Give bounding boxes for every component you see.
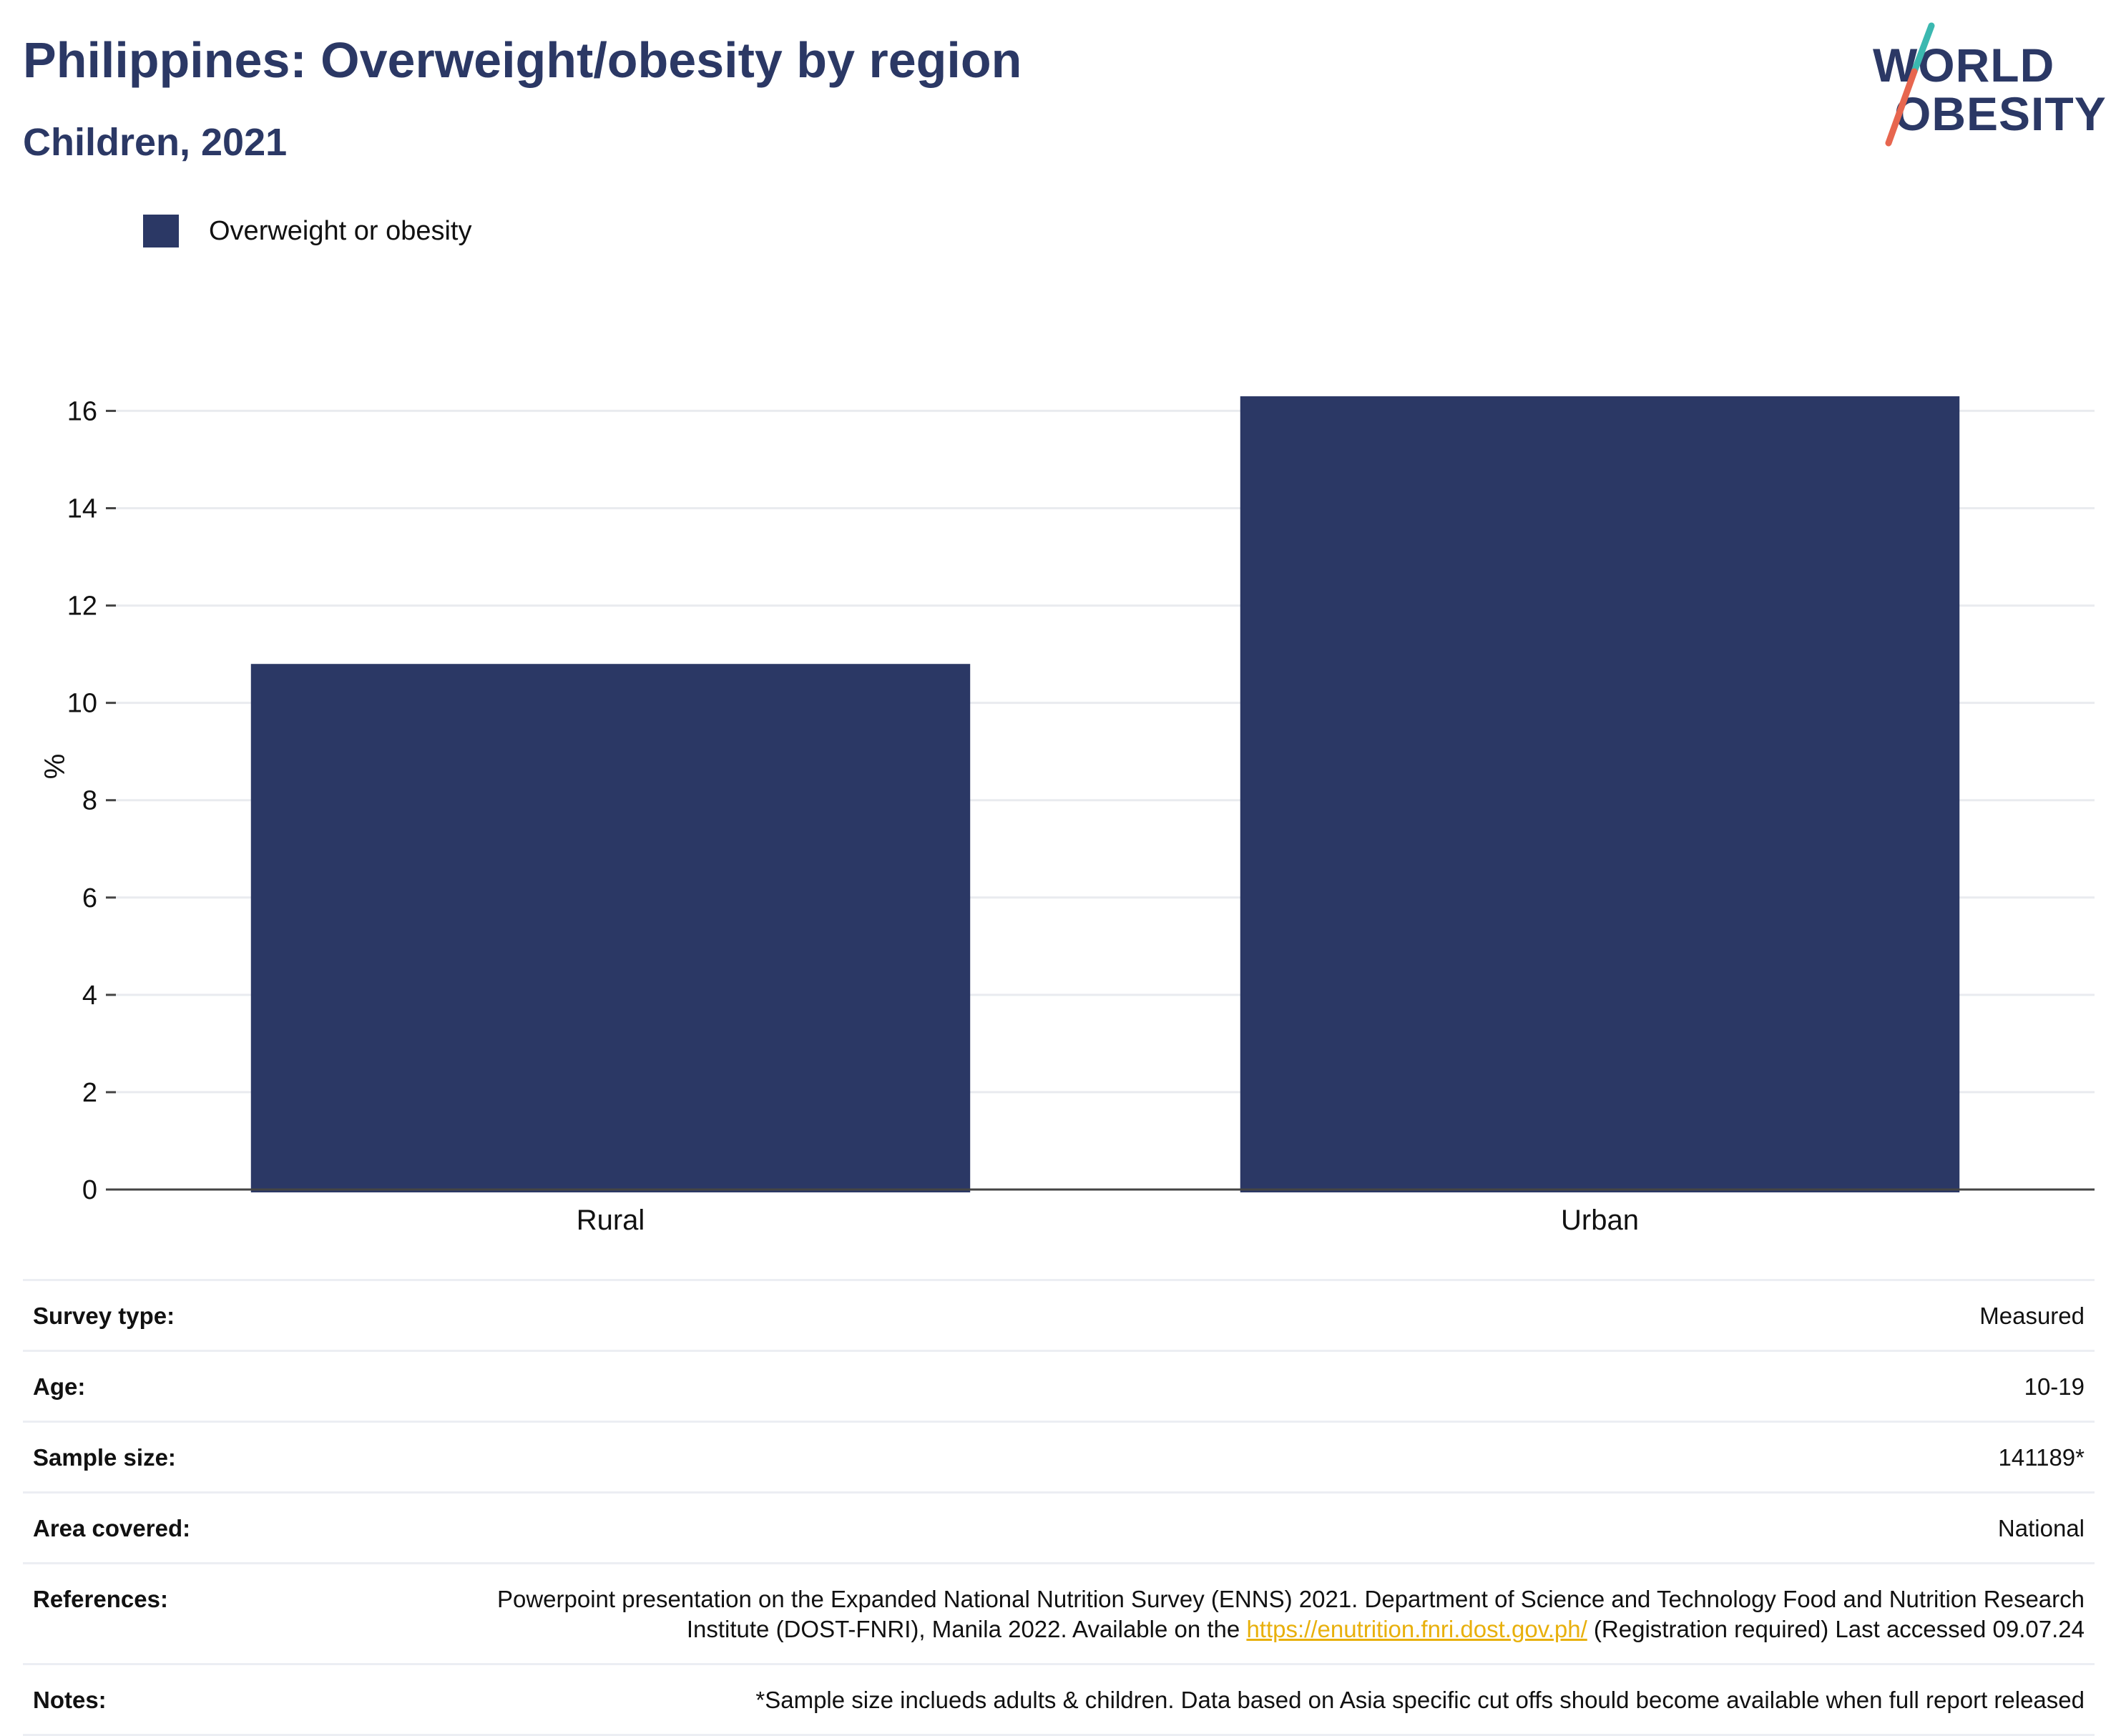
sample-size-value: 141189* xyxy=(1998,1444,2085,1471)
y-tick-label: 10 xyxy=(67,689,97,719)
references-value: Powerpoint presentation on the Expanded … xyxy=(168,1584,2085,1644)
y-tick-label: 14 xyxy=(67,494,97,524)
references-text-after: (Registration required) Last accessed 09… xyxy=(1587,1616,2085,1642)
survey-type-value: Measured xyxy=(1979,1303,2085,1329)
legend-swatch xyxy=(143,215,179,247)
y-tick-label: 0 xyxy=(82,1175,97,1205)
area-covered-value: National xyxy=(1997,1515,2085,1541)
references-text-before: Powerpoint presentation on the Expanded … xyxy=(496,1586,2085,1642)
x-tick-label: Urban xyxy=(1561,1205,1639,1236)
info-row-sample-size: Sample size: 141189* xyxy=(23,1421,2095,1491)
logo-word-obesity: OBESITY xyxy=(1894,87,2107,140)
y-tick-label: 12 xyxy=(67,592,97,622)
chart-subtitle: Children, 2021 xyxy=(23,121,288,164)
area-covered-label: Area covered: xyxy=(33,1515,191,1541)
age-label: Age: xyxy=(33,1373,86,1400)
info-row-area-covered: Area covered: National xyxy=(23,1491,2095,1562)
info-row-survey-type: Survey type: Measured xyxy=(23,1279,2095,1350)
chart-legend[interactable]: Overweight or obesity xyxy=(143,213,472,249)
x-tick-label: Rural xyxy=(577,1205,645,1236)
sample-size-label: Sample size: xyxy=(33,1444,176,1471)
references-link[interactable]: https://enutrition.fnri.dost.gov.ph/ xyxy=(1246,1616,1587,1642)
info-row-notes: Notes: *Sample size inclueds adults & ch… xyxy=(23,1663,2095,1736)
y-tick-label: 4 xyxy=(82,981,97,1011)
bar-chart: 0 2 4 6 8 10 12 14 16% Rural Urban xyxy=(38,396,2095,1236)
info-row-references: References: Powerpoint presentation on t… xyxy=(23,1562,2095,1663)
references-label: References: xyxy=(33,1586,168,1612)
logo-word-world: WORLD xyxy=(1873,39,2055,92)
y-tick-label: 8 xyxy=(82,786,97,816)
logo-slash-icon xyxy=(1885,22,1935,147)
y-tick-label: 2 xyxy=(82,1078,97,1108)
survey-info-table: Survey type: Measured Age: 10-19 Sample … xyxy=(23,1279,2095,1736)
chart-title: Philippines: Overweight/obesity by regio… xyxy=(23,32,1022,88)
y-tick-label: 16 xyxy=(67,396,97,426)
survey-type-label: Survey type: xyxy=(33,1303,175,1329)
age-value: 10-19 xyxy=(2024,1373,2085,1400)
y-axis-label: % xyxy=(38,754,69,780)
bar-urban xyxy=(1240,396,1960,1193)
notes-label: Notes: xyxy=(33,1687,107,1713)
bar-rural xyxy=(250,664,971,1192)
info-row-age: Age: 10-19 xyxy=(23,1350,2095,1421)
notes-value: *Sample size inclueds adults & children.… xyxy=(755,1687,2085,1713)
y-tick-label: 6 xyxy=(82,883,97,913)
world-obesity-logo[interactable]: WORLD OBESITY xyxy=(1860,21,2106,154)
legend-label: Overweight or obesity xyxy=(209,215,472,246)
